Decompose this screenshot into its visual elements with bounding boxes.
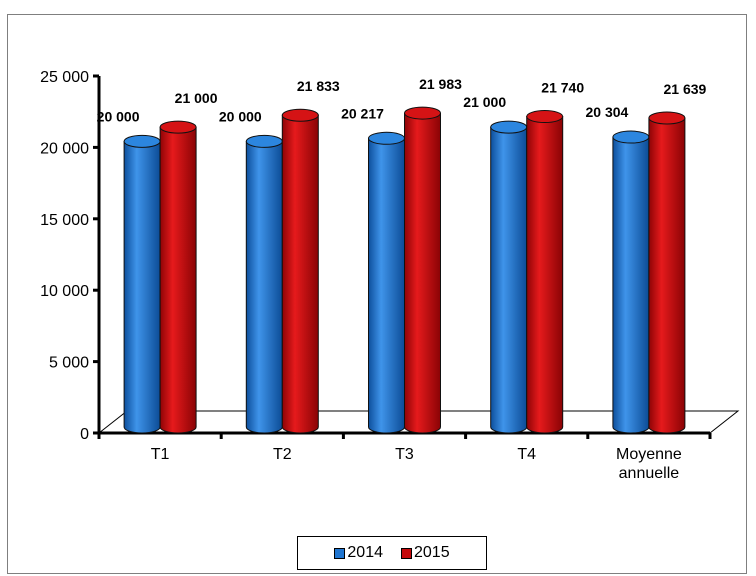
bar-top-2015-2 xyxy=(404,106,441,120)
y-tick-label: 0 xyxy=(80,426,89,443)
bar-2015-4 xyxy=(648,117,686,434)
data-label: 21 000 xyxy=(175,90,218,106)
bar-2014-3 xyxy=(490,126,528,434)
bar-2014-1 xyxy=(245,140,283,434)
category-label: T3 xyxy=(395,446,414,463)
bar-top-2014-4 xyxy=(612,130,650,144)
bar-top-2015-0 xyxy=(159,120,197,134)
data-label: 21 000 xyxy=(463,94,506,110)
legend-label-2015: 2015 xyxy=(414,544,450,561)
legend-item-2014: 2014 xyxy=(334,544,383,562)
category-label: T1 xyxy=(151,446,170,463)
y-tick-label: 5 000 xyxy=(49,355,89,372)
legend-label-2014: 2014 xyxy=(347,544,383,561)
data-label: 21 639 xyxy=(663,81,706,97)
axes: 0 5 000 10 000 15 000 20 000 25 000 xyxy=(40,69,712,443)
bars xyxy=(123,106,686,434)
bar-top-2015-1 xyxy=(281,108,319,122)
bar-2015-2 xyxy=(404,112,441,434)
data-label: 20 000 xyxy=(97,108,140,124)
bar-top-2015-4 xyxy=(648,111,686,125)
bar-2014-0 xyxy=(123,140,161,434)
bar-top-2014-0 xyxy=(123,134,161,148)
data-label: 20 217 xyxy=(341,105,384,121)
bar-top-2014-3 xyxy=(490,120,528,134)
bar-2015-1 xyxy=(281,114,319,434)
bar-top-2014-2 xyxy=(368,131,405,145)
category-label: Moyenne annuelle xyxy=(616,446,682,482)
legend-swatch-2014 xyxy=(334,547,346,559)
legend-item-2015: 2015 xyxy=(401,544,450,562)
bar-2014-4 xyxy=(612,136,650,434)
y-tick-label: 15 000 xyxy=(40,212,89,229)
y-tick-label: 10 000 xyxy=(40,283,89,300)
data-label: 21 983 xyxy=(419,76,462,92)
y-tick-label: 20 000 xyxy=(40,140,89,157)
bar-2015-0 xyxy=(159,126,197,434)
data-label: 21 833 xyxy=(297,78,340,94)
data-label: 21 740 xyxy=(541,80,584,96)
bar-top-2015-3 xyxy=(526,110,564,124)
y-tick-label: 25 000 xyxy=(40,69,89,86)
data-label: 20 000 xyxy=(219,108,262,124)
category-label: T2 xyxy=(273,446,292,463)
bar-2015-3 xyxy=(526,116,564,434)
bar-top-2014-1 xyxy=(245,134,283,148)
bar-2014-2 xyxy=(368,137,405,434)
legend-swatch-2015 xyxy=(401,547,412,559)
category-label: T4 xyxy=(517,446,536,463)
legend: 2014 2015 xyxy=(297,536,487,570)
data-label: 20 304 xyxy=(585,104,628,120)
